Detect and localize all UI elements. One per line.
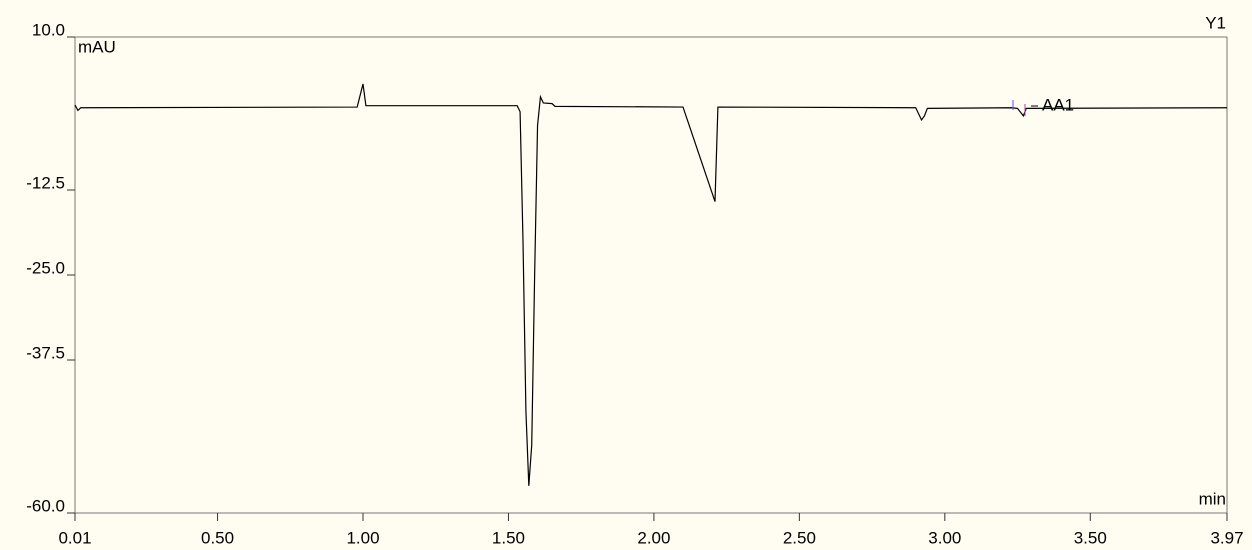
x-tick-label: 1.50 bbox=[492, 528, 525, 547]
y-tick-label: -12.5 bbox=[26, 173, 65, 192]
peak-label: AA1 bbox=[1042, 95, 1074, 114]
x-tick-label: 3.97 bbox=[1210, 528, 1243, 547]
x-unit: min bbox=[1199, 489, 1226, 508]
x-tick-label: 0.50 bbox=[201, 528, 234, 547]
x-tick-label: 2.50 bbox=[783, 528, 816, 547]
y-tick-label: -60.0 bbox=[26, 496, 65, 515]
signal-line bbox=[74, 83, 1228, 486]
y-tick-label: -25.0 bbox=[26, 258, 65, 277]
axis-name: Y1 bbox=[1205, 13, 1226, 32]
y-unit: mAU bbox=[78, 37, 116, 56]
y-tick-label: -37.5 bbox=[26, 343, 65, 362]
x-tick-label: 1.00 bbox=[346, 528, 379, 547]
x-tick-label: 0.01 bbox=[58, 528, 91, 547]
x-tick-label: 2.00 bbox=[637, 528, 670, 547]
y-tick-label: 10.0 bbox=[32, 20, 65, 39]
x-tick-label: 3.50 bbox=[1074, 528, 1107, 547]
x-tick-label: 3.00 bbox=[928, 528, 961, 547]
